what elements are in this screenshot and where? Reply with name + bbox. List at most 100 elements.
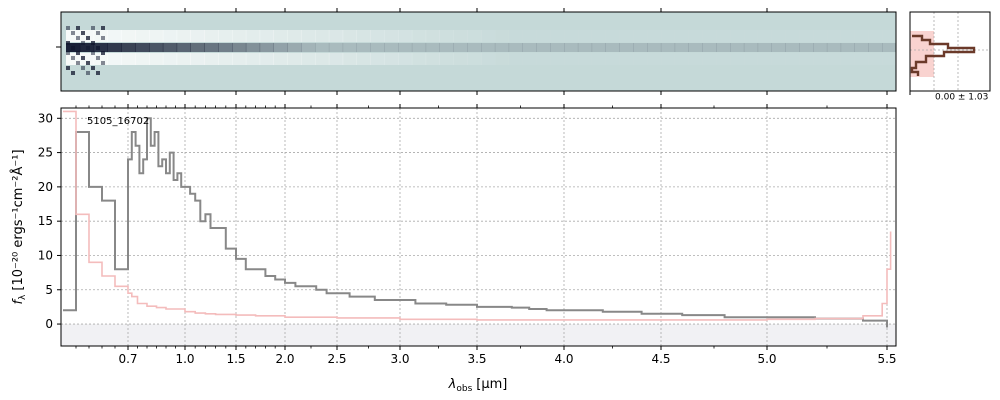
x-tick-label: 2.0 xyxy=(275,352,294,366)
trace-cell xyxy=(315,43,330,52)
halo-cell-bottom xyxy=(301,53,316,65)
halo-cell-bottom xyxy=(481,53,496,65)
trace-cell xyxy=(577,43,593,52)
halo-cell-top xyxy=(204,30,219,42)
zero-band xyxy=(61,324,896,346)
trace-cell xyxy=(785,43,800,52)
noise-pixel xyxy=(96,46,100,50)
x-axis-symbol: λ xyxy=(448,377,457,392)
trace-cell xyxy=(384,43,399,52)
y-axis-unit: [10⁻²⁰ ergs⁻¹cm⁻²Å⁻¹] xyxy=(10,149,26,290)
halo-cell-top xyxy=(107,30,122,42)
trace-cell xyxy=(190,43,205,52)
halo-cell-bottom xyxy=(688,53,703,65)
halo-cell-top xyxy=(508,30,523,42)
halo-cell-top xyxy=(674,30,689,42)
spectrum-2d-frame xyxy=(60,11,897,92)
halo-cell-bottom xyxy=(190,53,205,65)
halo-cell-top xyxy=(854,30,869,42)
tick-layer: 0.7 1.0 1.5 2.0 2.5 3.0 3.5 4.0 4.5 5.0 5.5 0 5 10 15 2… xyxy=(38,104,897,366)
x-tick-label: 4.5 xyxy=(651,352,670,366)
halo-cell-bottom xyxy=(398,53,413,65)
y-tick-label: 30 xyxy=(38,111,53,125)
halo-cell-top xyxy=(301,30,316,42)
noise-pixel xyxy=(76,26,80,30)
halo-cell-top xyxy=(384,30,399,42)
trace-cell xyxy=(605,43,620,52)
halo-cell-top xyxy=(439,30,454,42)
halo-cell-bottom xyxy=(785,53,800,65)
trace-cell xyxy=(674,43,689,52)
noise-pixel xyxy=(101,36,105,40)
halo-cell-bottom xyxy=(550,53,565,65)
x-axis-subscript: obs xyxy=(456,384,472,394)
y-axis-subscript: λ xyxy=(18,294,28,300)
noise-pixel xyxy=(101,26,105,30)
trace-cell xyxy=(771,43,786,52)
halo-cell-bottom xyxy=(370,53,385,65)
trace-cell xyxy=(813,43,828,52)
halo-cell-top xyxy=(799,30,814,42)
halo-cell-bottom xyxy=(826,53,842,65)
halo-cell-bottom xyxy=(840,53,855,65)
halo-cell-top xyxy=(716,30,731,42)
halo-cell-top xyxy=(411,30,427,42)
halo-cell-bottom xyxy=(813,53,828,65)
trace-cell xyxy=(688,43,703,52)
halo-cell-bottom xyxy=(536,53,551,65)
halo-cell-top xyxy=(135,30,150,42)
trace-cell xyxy=(287,43,302,52)
halo-cell-top xyxy=(840,30,855,42)
trace-cell xyxy=(453,43,468,52)
halo-cell-bottom xyxy=(121,53,136,65)
halo-cell-top xyxy=(882,30,897,42)
trace-cell xyxy=(799,43,814,52)
noise-pixel xyxy=(86,71,90,75)
trace-cell xyxy=(245,43,261,52)
halo-cell-top xyxy=(425,30,440,42)
series-flux xyxy=(63,117,888,328)
halo-cell-bottom xyxy=(882,53,897,65)
halo-cell-top xyxy=(647,30,662,42)
trace-cell xyxy=(204,43,219,52)
profile-plot xyxy=(909,12,990,95)
halo-cell-bottom xyxy=(799,53,814,65)
halo-cell-top xyxy=(342,30,357,42)
spectrum-2d-panel xyxy=(56,8,897,95)
x-tick-label: 3.5 xyxy=(467,352,486,366)
halo-cell-bottom xyxy=(162,53,178,65)
halo-cell-top xyxy=(536,30,551,42)
halo-cell-bottom xyxy=(591,53,606,65)
halo-cell-bottom xyxy=(854,53,869,65)
halo-cell-bottom xyxy=(342,53,357,65)
trace-cell xyxy=(854,43,869,52)
halo-cell-top xyxy=(356,30,371,42)
halo-cell-bottom xyxy=(605,53,620,65)
noise-pixel xyxy=(96,56,100,60)
series-layer xyxy=(63,110,892,328)
x-tick-label: 4.0 xyxy=(554,352,573,366)
halo-cell-top xyxy=(232,30,247,42)
noise-pixel xyxy=(86,46,90,50)
halo-cell-top xyxy=(564,30,579,42)
halo-cell-bottom xyxy=(564,53,579,65)
trace-cell xyxy=(342,43,357,52)
noise-pixel xyxy=(66,51,70,55)
trace-cell xyxy=(619,43,634,52)
halo-cell-bottom xyxy=(245,53,261,65)
halo-cell-bottom xyxy=(702,53,717,65)
spectrum-2d-ticks xyxy=(56,8,888,95)
halo-cell-top xyxy=(370,30,385,42)
noise-pixel xyxy=(71,56,75,60)
halo-cell-top xyxy=(730,30,745,42)
trace-cell xyxy=(550,43,565,52)
profile-panel: 0.00 ± 1.03 xyxy=(909,11,991,103)
spectrum-1d-panel: 0.7 1.0 1.5 2.0 2.5 3.0 3.5 4.0 4.5 5.0 5.5 0 5 10 15 2… xyxy=(10,104,897,394)
halo-cell-top xyxy=(218,30,233,42)
trace-cell xyxy=(730,43,745,52)
noise-pixel xyxy=(76,51,80,55)
halo-cell-bottom xyxy=(743,53,759,65)
halo-cell-bottom xyxy=(467,53,482,65)
x-tick-label: 5.5 xyxy=(877,352,896,366)
